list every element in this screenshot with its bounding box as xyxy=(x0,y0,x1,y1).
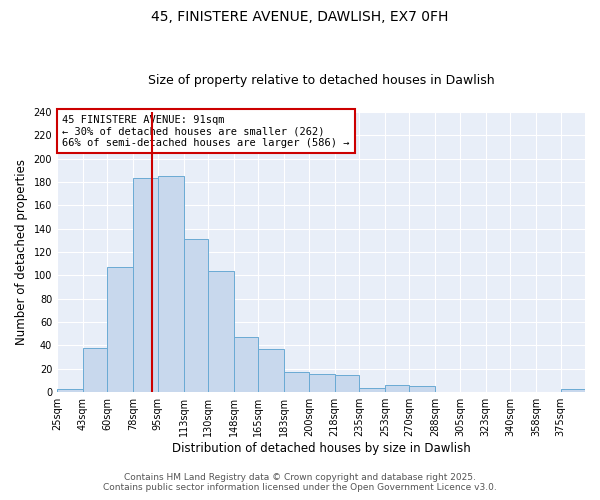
Bar xyxy=(409,386,436,392)
Bar xyxy=(133,178,158,392)
Text: Contains HM Land Registry data © Crown copyright and database right 2025.
Contai: Contains HM Land Registry data © Crown c… xyxy=(103,473,497,492)
Bar xyxy=(158,176,184,392)
Bar xyxy=(83,348,107,392)
Bar xyxy=(57,388,83,392)
Bar xyxy=(335,374,359,392)
Bar xyxy=(234,338,259,392)
Bar xyxy=(560,388,585,392)
Bar xyxy=(284,372,309,392)
Bar xyxy=(309,374,335,392)
Text: 45 FINISTERE AVENUE: 91sqm
← 30% of detached houses are smaller (262)
66% of sem: 45 FINISTERE AVENUE: 91sqm ← 30% of deta… xyxy=(62,114,350,148)
X-axis label: Distribution of detached houses by size in Dawlish: Distribution of detached houses by size … xyxy=(172,442,470,455)
Bar xyxy=(107,267,133,392)
Bar xyxy=(359,388,385,392)
Bar xyxy=(385,385,409,392)
Text: 45, FINISTERE AVENUE, DAWLISH, EX7 0FH: 45, FINISTERE AVENUE, DAWLISH, EX7 0FH xyxy=(151,10,449,24)
Y-axis label: Number of detached properties: Number of detached properties xyxy=(15,159,28,345)
Bar xyxy=(259,349,284,392)
Bar xyxy=(184,239,208,392)
Title: Size of property relative to detached houses in Dawlish: Size of property relative to detached ho… xyxy=(148,74,494,87)
Bar xyxy=(208,270,234,392)
